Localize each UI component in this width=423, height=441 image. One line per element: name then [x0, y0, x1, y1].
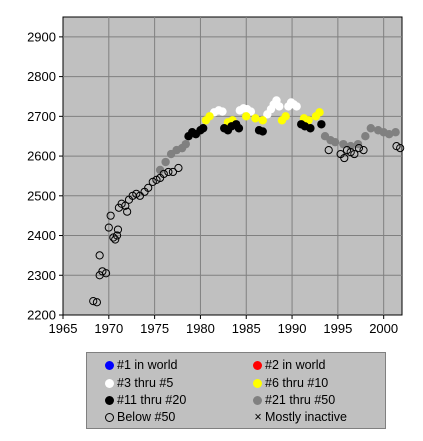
data-point-below-50 [159, 169, 168, 179]
legend-item-rank-3-5: #3 thru #5 [105, 376, 173, 391]
y-tick-label: 2200 [27, 308, 56, 323]
data-point [198, 124, 208, 133]
legend-label: Below #50 [117, 410, 176, 424]
y-axis-ticks: 2200 2300 2400 2500 2600 2700 2800 2900 [27, 29, 63, 323]
grid-lines [63, 17, 402, 315]
data-point [361, 132, 370, 141]
data-point-below-50 [89, 296, 98, 306]
legend-label: Mostly inactive [265, 410, 347, 424]
y-tick-label: 2300 [27, 268, 56, 283]
data-point-below-50 [113, 225, 123, 234]
yellow-dot-icon [253, 379, 262, 388]
y-tick-label: 2700 [27, 109, 56, 124]
x-tick-label: 1990 [278, 321, 307, 336]
blue-dot-icon [105, 361, 114, 370]
y-tick-label: 2400 [27, 228, 56, 243]
data-point-below-50 [111, 235, 120, 244]
data-point-below-50 [324, 146, 333, 155]
y-tick-label: 2600 [27, 149, 56, 164]
data-point [218, 107, 227, 116]
legend-item-rank-11-20: #11 thru #20 [105, 393, 186, 408]
data-point-below-50 [106, 211, 115, 220]
data-point-below-50 [164, 167, 173, 177]
white-dot-icon [105, 379, 114, 388]
legend-label: #21 thru #50 [265, 393, 336, 407]
legend-item-rank-1: #1 in world [105, 358, 177, 373]
data-point-below-50 [95, 251, 104, 260]
y-tick-label: 2900 [27, 29, 56, 44]
data-point [234, 124, 244, 133]
legend-item-mostly-inactive: × Mostly inactive [253, 410, 347, 425]
data-point-below-50 [123, 207, 132, 216]
data-point-below-50 [92, 298, 102, 307]
data-point-below-50 [104, 223, 113, 232]
data-point [281, 112, 290, 121]
data-point [275, 102, 284, 111]
open-circle-icon [105, 413, 114, 422]
legend-item-rank-6-10: #6 thru #10 [253, 376, 328, 391]
y-tick-label: 2800 [27, 69, 56, 84]
x-tick-label: 1970 [94, 321, 123, 336]
data-points [89, 96, 405, 307]
gray-dot-icon [253, 396, 262, 405]
legend-item-rank-2: #2 in world [253, 358, 325, 373]
data-point-below-50 [168, 167, 178, 177]
data-point [181, 139, 190, 149]
data-point [391, 128, 400, 137]
data-point [339, 139, 348, 149]
legend-label: #11 thru #20 [117, 393, 187, 407]
legend-label: #2 in world [265, 358, 326, 372]
legend-label: #3 thru #5 [117, 376, 174, 390]
cross-icon: × [254, 410, 262, 424]
data-point [384, 130, 394, 139]
data-point [205, 112, 214, 121]
y-tick-label: 2500 [27, 188, 56, 203]
data-point [251, 114, 260, 123]
legend-item-below-50: Below #50 [105, 410, 175, 425]
data-point [330, 137, 340, 147]
legend-label: #1 in world [117, 358, 178, 372]
data-point-below-50 [144, 183, 153, 192]
x-tick-label: 1995 [323, 321, 352, 336]
data-point [366, 124, 376, 133]
data-point [155, 165, 165, 175]
x-tick-label: 2000 [369, 321, 398, 336]
data-point [258, 127, 267, 136]
legend: #1 in world #2 in world #3 thru #5 #6 th… [86, 352, 386, 429]
data-point [315, 108, 324, 117]
x-tick-label: 1985 [232, 321, 261, 336]
data-point-below-50 [354, 144, 364, 153]
data-point-below-50 [112, 231, 122, 240]
black-dot-icon [105, 396, 114, 405]
legend-item-rank-21-50: #21 thru #50 [253, 393, 335, 408]
x-axis-ticks: 1965 1970 1975 1980 1985 1990 1995 2000 [49, 315, 398, 336]
data-point-below-50 [101, 269, 111, 278]
x-tick-label: 1975 [140, 321, 169, 336]
x-tick-label: 1980 [186, 321, 215, 336]
data-point-below-50 [350, 149, 359, 159]
data-point [346, 141, 355, 151]
legend-label: #6 thru #10 [265, 376, 329, 390]
data-point [292, 102, 301, 111]
data-point-below-50 [121, 201, 130, 210]
data-point [242, 112, 251, 121]
data-point-below-50 [174, 163, 183, 173]
data-point [258, 116, 267, 125]
data-point [161, 157, 170, 167]
data-point-below-50 [396, 144, 405, 153]
data-point-below-50 [359, 146, 368, 155]
red-dot-icon [253, 361, 262, 370]
data-point-below-50 [340, 153, 349, 163]
data-point [317, 120, 326, 129]
x-tick-label: 1965 [49, 321, 78, 336]
plot-area [62, 16, 403, 316]
data-point [306, 124, 315, 133]
